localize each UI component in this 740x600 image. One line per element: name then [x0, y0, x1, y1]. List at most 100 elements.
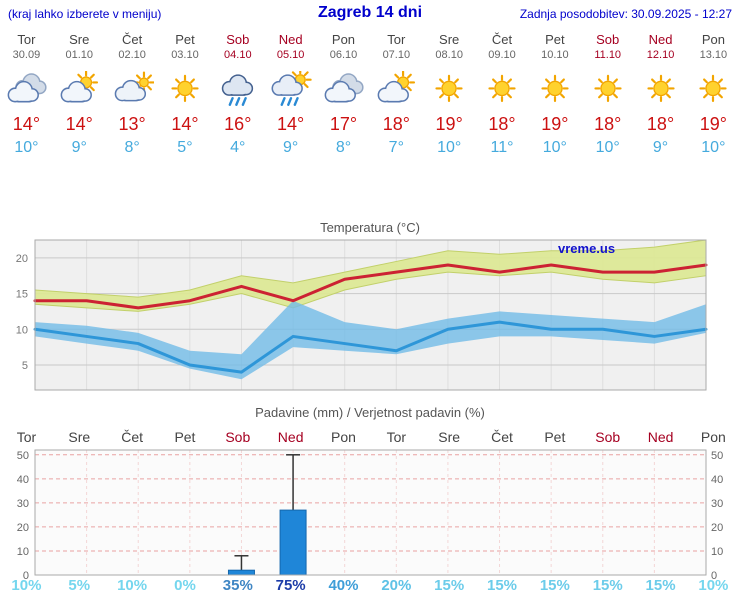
forecast-day: Pon 06.10 17° 8° — [317, 32, 370, 158]
precip-chart-svg: 0 0 10 10 20 20 30 30 40 40 50 50 — [17, 449, 723, 580]
day-date-label: 08.10 — [435, 49, 463, 61]
forecast-day: Tor 30.09 14° 10° — [0, 32, 53, 158]
precip-probability-value: 0% — [174, 577, 196, 594]
low-temp-value: 10° — [437, 139, 462, 156]
forecast-strip: Tor 30.09 14° 10° Sre 01.10 14° 9° Čet 02.10 13° 8°… — [0, 32, 740, 158]
precip-ytick-label-right: 30 — [711, 498, 723, 510]
precip-day-label: Tor — [16, 429, 37, 445]
day-name-label: Čet — [491, 32, 513, 47]
low-temp-value: 9° — [282, 139, 299, 156]
precip-ytick-label-left: 50 — [17, 450, 29, 462]
forecast-day: Sre 01.10 14° 9° — [53, 32, 106, 158]
forecast-day: Sre 08.10 19° 10° — [423, 32, 476, 158]
precip-day-label: Čet — [121, 429, 143, 445]
low-temp-value: 10° — [14, 139, 39, 156]
precip-day-label: Pon — [700, 429, 726, 445]
precip-day-label: Pet — [174, 429, 196, 445]
day-name-label: Ned — [278, 32, 303, 47]
day-name-label: Ned — [648, 32, 673, 47]
day-date-label: 02.10 — [118, 49, 146, 61]
precip-probability-value: 15% — [539, 577, 570, 594]
high-temp-value: 14° — [65, 114, 93, 134]
precip-day-label: Sob — [225, 429, 251, 445]
sun-rain-icon — [269, 68, 313, 108]
sunny-icon — [427, 71, 471, 108]
low-temp-value: 10° — [595, 139, 620, 156]
precip-day-label: Sre — [68, 429, 91, 445]
low-temp-value: 9° — [652, 139, 669, 156]
day-date-label: 01.10 — [65, 49, 94, 61]
low-temp-value: 9° — [71, 139, 87, 156]
temp-chart-title: Temperatura (°C) — [320, 220, 420, 235]
precip-day-label: Pon — [331, 429, 356, 445]
day-name-label: Sob — [596, 32, 620, 47]
high-temp-value: 13° — [118, 114, 146, 134]
forecast-day: Čet 02.10 13° 8° — [106, 32, 159, 158]
sunny-icon — [533, 71, 577, 108]
high-temp-value: 14° — [171, 114, 199, 134]
high-temp-value: 18° — [594, 114, 622, 134]
high-temp-value: 17° — [329, 114, 358, 134]
sunny-icon — [691, 71, 735, 108]
day-name-label: Čet — [121, 32, 143, 47]
sunny-icon — [639, 71, 683, 108]
max-temperature-line — [33, 263, 708, 310]
low-temp-value: 7° — [388, 139, 404, 156]
low-temp-value: 8° — [335, 139, 352, 156]
day-date-label: 07.10 — [382, 49, 411, 61]
location-menu-hint: (kraj lahko izberete v meniju) — [8, 7, 162, 21]
high-temp-value: 18° — [488, 114, 516, 134]
rain-icon — [216, 71, 260, 108]
low-temp-value: 4° — [230, 139, 246, 156]
forecast-day: Ned 05.10 14° 9° — [264, 32, 317, 158]
precip-probability-value: 15% — [645, 577, 676, 594]
low-temp-value: 5° — [177, 139, 193, 156]
forecast-day: Ned 12.10 18° 9° — [634, 32, 687, 158]
temp-chart-svg: 5 10 15 20 — [16, 239, 708, 391]
high-temp-value: 14° — [12, 114, 41, 134]
day-date-label: 06.10 — [329, 49, 358, 61]
forecast-day: Pon 13.10 19° 10° — [687, 32, 740, 158]
precip-probability-value: 10% — [698, 577, 729, 594]
precip-day-label: Tor — [386, 429, 407, 445]
page-title: Zagreb 14 dni — [317, 4, 423, 21]
precip-probability-value: 15% — [487, 577, 518, 594]
temp-ytick-label: 20 — [16, 253, 28, 265]
precip-ytick-label-left: 30 — [17, 498, 29, 510]
day-name-label: Pet — [175, 32, 195, 47]
watermark: vreme.us — [558, 241, 616, 256]
low-temp-value: 8° — [124, 139, 140, 156]
precip-probability-value: 75% — [275, 577, 306, 594]
day-date-label: 09.10 — [488, 49, 516, 61]
day-name-label: Pet — [545, 32, 565, 47]
precip-ytick-label-right: 10 — [711, 546, 723, 558]
day-date-label: 03.10 — [171, 49, 199, 61]
precip-probability-value: 15% — [434, 577, 465, 594]
precip-day-labels: Tor Sre Čet Pet Sob Ned Pon Tor Sre Čet Pet Sob Ned P… — [0, 429, 740, 445]
precip-probability-value: 40% — [328, 577, 359, 594]
precip-ytick-label-right: 20 — [711, 522, 723, 534]
forecast-day: Čet 09.10 18° 11° — [476, 32, 529, 158]
precip-probability-value: 10% — [11, 577, 42, 594]
low-temp-value: 11° — [490, 139, 514, 156]
sunny-icon — [163, 71, 207, 108]
precip-ytick-label-right: 0 — [711, 570, 717, 580]
day-name-label: Sre — [69, 32, 90, 47]
precip-ytick-label-right: 50 — [711, 450, 723, 462]
cloudy-icon — [321, 71, 365, 108]
precip-day-label: Pet — [544, 429, 566, 445]
low-temp-value: 10° — [542, 139, 567, 156]
min-range-band — [35, 300, 706, 380]
high-temp-value: 19° — [541, 114, 569, 134]
high-temp-value: 16° — [224, 114, 252, 134]
high-temp-value: 18° — [646, 114, 675, 134]
precip-probability-value: 20% — [381, 577, 412, 594]
precip-day-label: Čet — [491, 429, 513, 445]
temp-ytick-label: 10 — [16, 324, 28, 336]
day-date-label: 30.09 — [12, 49, 41, 61]
day-name-label: Tor — [17, 32, 36, 47]
low-temp-value: 10° — [701, 139, 726, 156]
precip-day-label: Ned — [277, 429, 304, 445]
forecast-day: Pet 10.10 19° 10° — [528, 32, 581, 158]
day-name-label: Tor — [387, 32, 406, 47]
